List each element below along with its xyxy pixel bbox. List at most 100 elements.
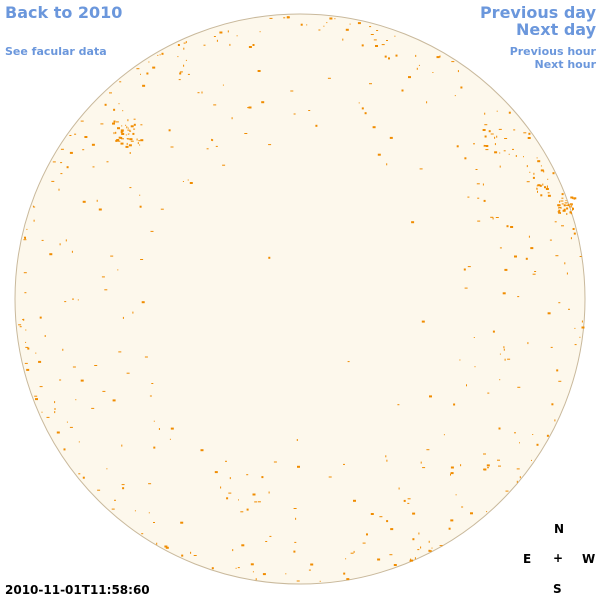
facula [540,165,542,167]
facula [121,125,123,127]
facula [109,92,112,94]
facula [539,184,542,187]
facula [579,256,582,257]
facula [119,81,122,83]
facula [499,165,501,168]
facula [248,106,252,109]
facula [542,183,544,186]
facula [238,499,239,501]
facula [485,145,489,147]
facula [528,235,530,238]
facula [66,421,68,423]
facula [546,185,548,188]
facula [315,124,318,127]
facula [426,101,428,104]
facula [439,545,443,547]
facula [499,353,501,355]
facula [463,268,466,271]
facula [319,580,321,582]
facula [82,200,86,203]
facula [170,427,174,430]
facula [23,239,27,241]
facula [528,132,531,135]
facula [91,407,95,409]
facula [178,79,181,81]
facula [295,517,297,520]
facula [140,73,141,75]
facula [232,549,234,552]
facula [498,128,502,130]
facula [566,272,568,275]
facula [565,200,567,202]
facula [563,204,566,207]
facula [33,219,35,222]
facula [101,276,105,278]
back-link[interactable]: Back to 2010 [5,3,123,22]
facula [450,519,454,522]
facula [570,204,573,206]
facula [516,480,518,483]
facula [129,129,131,131]
facula [157,54,159,56]
facula [545,188,549,190]
facula [212,139,214,142]
facula [487,392,490,394]
facula [241,544,245,547]
facula [126,142,128,145]
facula [183,42,186,44]
facula [152,66,156,69]
facula [429,395,432,398]
facula [179,72,182,75]
facula [308,569,311,571]
facula [149,395,152,397]
facula [244,133,248,134]
facula [129,187,132,189]
facula [27,347,30,350]
facula [193,555,197,556]
facula [146,72,149,75]
facula [25,341,27,343]
facula [39,386,43,388]
facula [125,134,127,136]
next-hour-link[interactable]: Next hour [534,58,597,71]
facula [24,362,28,364]
facula [187,179,189,181]
facula [499,379,501,381]
facula [418,64,420,66]
next-day-link[interactable]: Next day [516,20,596,39]
facula [386,163,388,166]
facula [41,411,43,413]
facula [420,546,422,549]
facula [483,144,485,147]
facula [326,22,328,24]
facula [102,390,106,392]
facula [403,499,406,502]
previous-day-link[interactable]: Previous day [479,3,596,22]
facula [552,172,555,175]
facula [558,209,561,212]
facula [122,487,125,490]
facula [133,118,136,120]
facula [401,89,404,92]
facula [121,131,124,133]
facula [546,434,549,437]
facular-link[interactable]: See facular data [5,45,107,58]
facula [568,308,570,310]
facula [540,194,543,197]
facula [559,200,561,203]
facula [519,442,520,444]
facula [122,110,124,112]
facula [139,144,141,146]
facula [558,380,562,382]
previous-hour-link[interactable]: Previous hour [509,45,596,58]
facula [59,243,61,246]
facula [213,36,216,37]
facula [248,46,252,48]
facula [203,44,206,46]
facula [574,327,576,329]
facula [290,90,294,92]
facula [200,449,204,452]
facula [187,73,190,75]
facula [389,554,393,556]
facula [138,140,141,142]
